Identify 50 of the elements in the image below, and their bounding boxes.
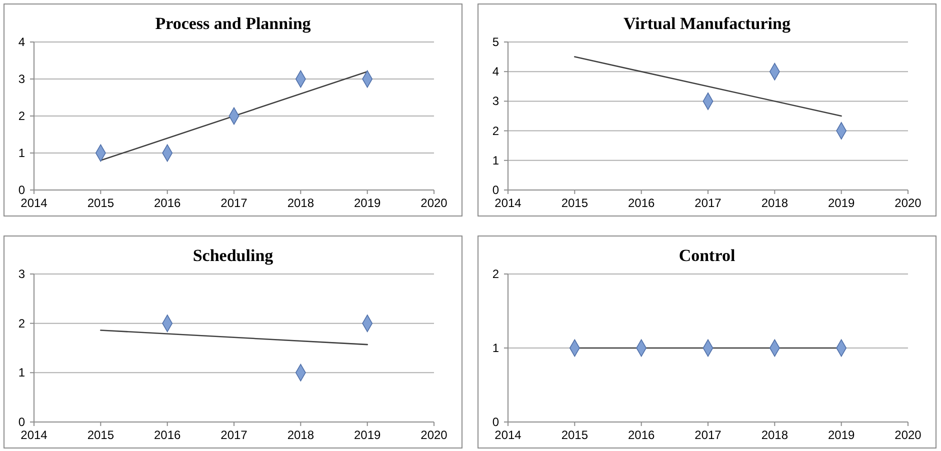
x-tick-label: 2019	[354, 196, 382, 210]
chart-title: Virtual Manufacturing	[623, 14, 791, 33]
x-tick-label: 2018	[761, 428, 788, 442]
chart-title: Process and Planning	[155, 14, 312, 33]
x-tick-label: 2017	[220, 428, 248, 442]
y-tick-label: 0	[18, 183, 26, 197]
x-tick-label: 2017	[220, 196, 248, 210]
y-tick-label: 2	[18, 316, 26, 330]
y-tick-label: 4	[18, 35, 26, 49]
x-tick-label: 2015	[561, 428, 588, 442]
x-tick-label: 2015	[561, 196, 588, 210]
x-tick-label: 2020	[420, 428, 448, 442]
x-tick-label: 2017	[694, 196, 722, 210]
x-tick-label: 2019	[828, 196, 856, 210]
x-tick-label: 2016	[154, 428, 182, 442]
y-tick-label: 5	[492, 35, 500, 49]
y-tick-label: 3	[18, 267, 26, 281]
y-tick-label: 2	[492, 267, 500, 281]
x-tick-label: 2014	[20, 428, 48, 442]
x-tick-label: 2015	[87, 196, 114, 210]
x-tick-label: 2020	[894, 196, 922, 210]
y-tick-label: 3	[492, 94, 500, 108]
x-tick-label: 2016	[154, 196, 182, 210]
x-tick-label: 2019	[828, 428, 856, 442]
x-tick-label: 2017	[694, 428, 722, 442]
x-tick-label: 2018	[287, 428, 314, 442]
x-tick-label: 2014	[494, 428, 522, 442]
x-tick-label: 2020	[894, 428, 922, 442]
y-tick-label: 4	[492, 64, 500, 79]
y-tick-label: 0	[18, 415, 26, 429]
y-tick-label: 1	[492, 153, 500, 168]
y-tick-label: 2	[492, 124, 500, 138]
x-tick-label: 2014	[494, 196, 522, 210]
y-tick-label: 1	[492, 341, 500, 355]
x-tick-label: 2014	[20, 196, 48, 210]
x-tick-label: 2015	[87, 428, 114, 442]
y-tick-label: 1	[18, 146, 26, 160]
x-tick-label: 2018	[287, 196, 314, 210]
chart-title: Control	[678, 246, 736, 265]
x-tick-label: 2020	[420, 196, 448, 210]
x-tick-label: 2018	[761, 196, 788, 210]
y-tick-label: 0	[492, 415, 500, 429]
y-tick-label: 0	[492, 183, 500, 197]
y-tick-label: 2	[18, 109, 26, 123]
x-tick-label: 2016	[628, 428, 656, 442]
chart-title: Scheduling	[192, 246, 274, 265]
y-tick-label: 3	[18, 72, 26, 86]
x-tick-label: 2019	[354, 428, 382, 442]
y-tick-label: 1	[18, 366, 26, 380]
x-tick-label: 2016	[628, 196, 656, 210]
